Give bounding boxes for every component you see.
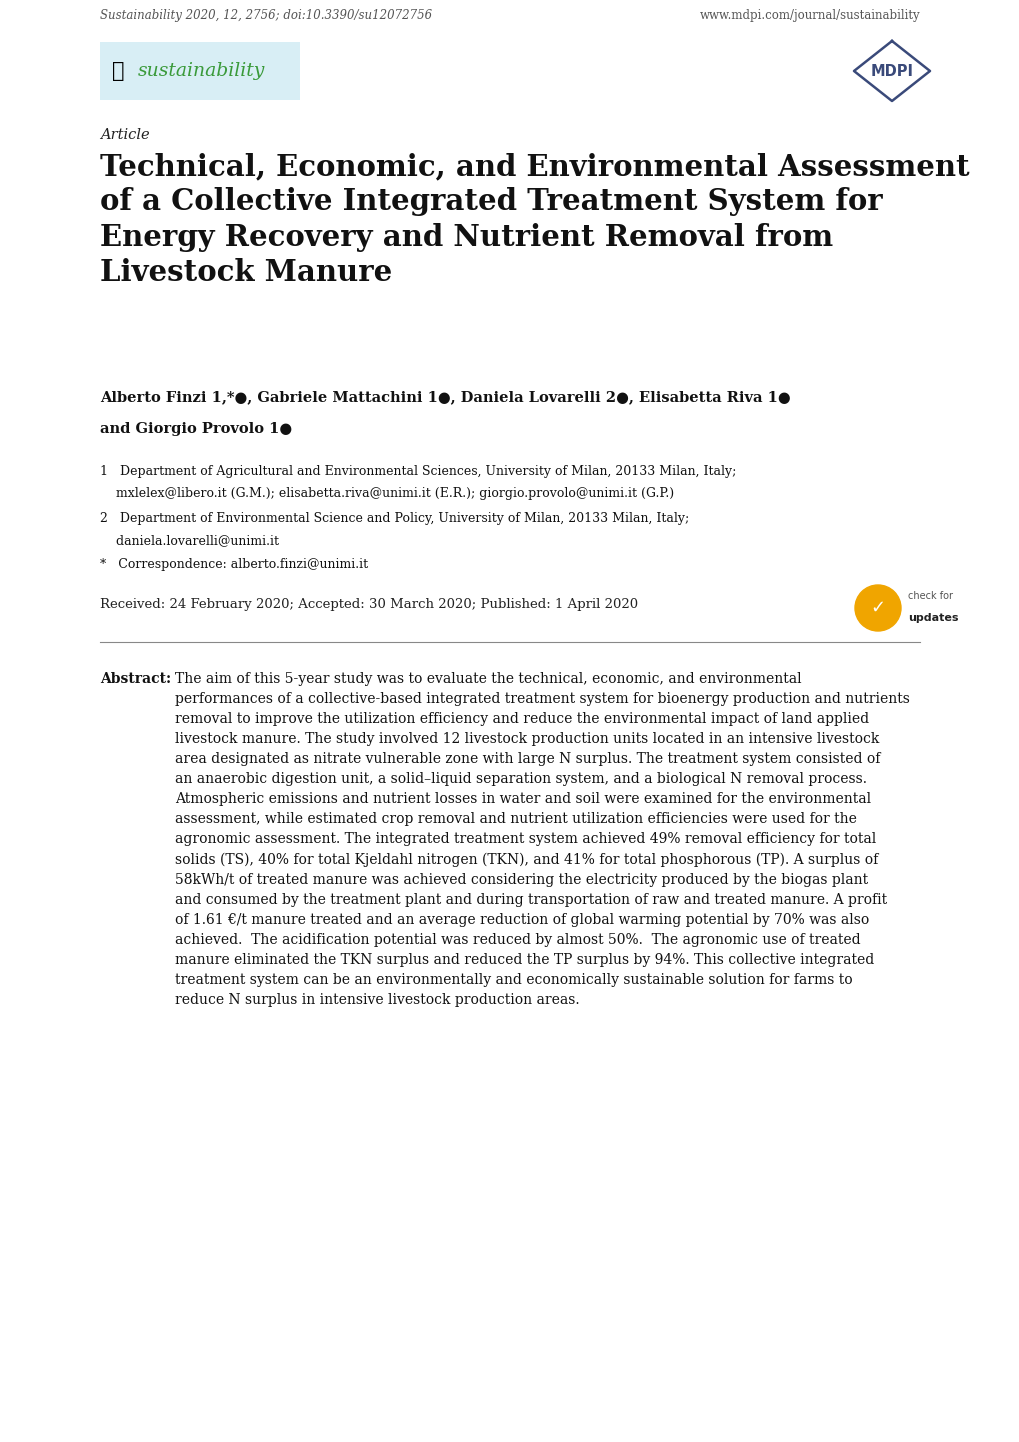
- Circle shape: [854, 585, 900, 632]
- Text: 2   Department of Environmental Science and Policy, University of Milan, 20133 M: 2 Department of Environmental Science an…: [100, 512, 689, 525]
- Text: ✓: ✓: [869, 598, 884, 617]
- Bar: [100, 42, 300, 99]
- Text: and Giorgio Provolo 1●: and Giorgio Provolo 1●: [100, 423, 291, 435]
- Text: 🌿: 🌿: [112, 61, 124, 81]
- Text: daniela.lovarelli@unimi.it: daniela.lovarelli@unimi.it: [100, 534, 279, 547]
- Text: sustainability: sustainability: [138, 62, 265, 79]
- Text: Technical, Economic, and Environmental Assessment
of a Collective Integrated Tre: Technical, Economic, and Environmental A…: [100, 151, 969, 287]
- Text: 1   Department of Agricultural and Environmental Sciences, University of Milan, : 1 Department of Agricultural and Environ…: [100, 464, 736, 477]
- Text: www.mdpi.com/journal/sustainability: www.mdpi.com/journal/sustainability: [699, 9, 919, 22]
- Text: *   Correspondence: alberto.finzi@unimi.it: * Correspondence: alberto.finzi@unimi.it: [100, 558, 368, 571]
- Text: updates: updates: [907, 613, 958, 623]
- Text: Article: Article: [100, 128, 150, 141]
- Text: Sustainability 2020, 12, 2756; doi:10.3390/su12072756: Sustainability 2020, 12, 2756; doi:10.33…: [100, 9, 432, 22]
- Text: Alberto Finzi 1,*●, Gabriele Mattachini 1●, Daniela Lovarelli 2●, Elisabetta Riv: Alberto Finzi 1,*●, Gabriele Mattachini …: [100, 389, 790, 404]
- Text: check for: check for: [907, 591, 952, 601]
- Text: Received: 24 February 2020; Accepted: 30 March 2020; Published: 1 April 2020: Received: 24 February 2020; Accepted: 30…: [100, 598, 638, 611]
- Text: mxlelex@libero.it (G.M.); elisabetta.riva@unimi.it (E.R.); giorgio.provolo@unimi: mxlelex@libero.it (G.M.); elisabetta.riv…: [100, 487, 674, 500]
- Text: The aim of this 5-year study was to evaluate the technical, economic, and enviro: The aim of this 5-year study was to eval…: [175, 672, 909, 1008]
- Text: MDPI: MDPI: [869, 63, 913, 78]
- Text: Abstract:: Abstract:: [100, 672, 171, 686]
